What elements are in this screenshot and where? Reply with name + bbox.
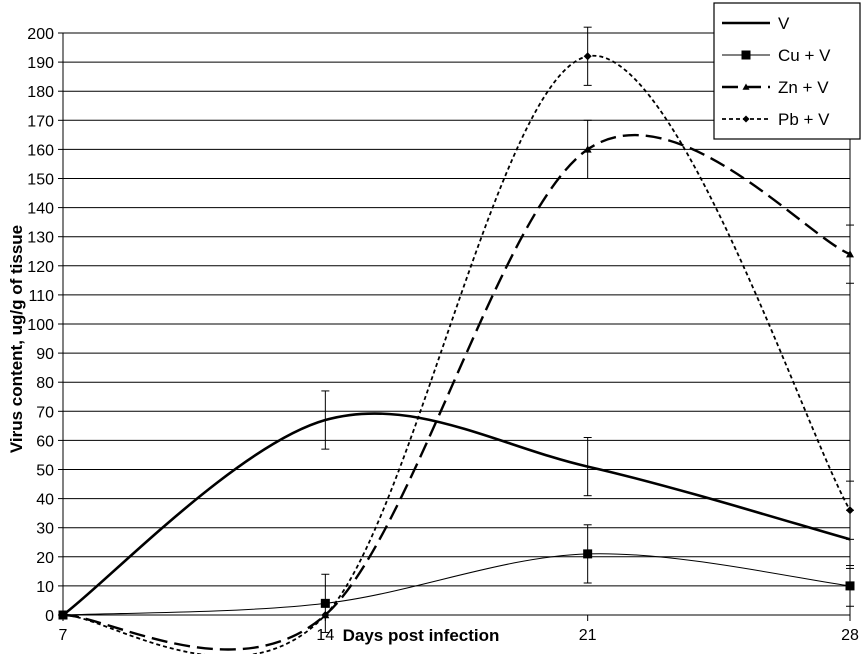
series-line-pb-v xyxy=(62,55,851,654)
y-tick-label: 170 xyxy=(27,113,54,130)
series-line-cu-v xyxy=(62,553,851,616)
data-point-zn-v xyxy=(846,250,854,258)
series-line-zn-v xyxy=(62,133,851,651)
data-point-zn-v xyxy=(583,145,592,153)
x-tick-label: 28 xyxy=(841,627,859,644)
y-tick-label: 10 xyxy=(36,579,54,596)
y-tick-label: 80 xyxy=(36,375,54,392)
y-tick-label: 20 xyxy=(36,550,54,567)
legend-marker xyxy=(742,83,750,90)
y-tick-label: 60 xyxy=(36,433,54,450)
x-tick-label: 21 xyxy=(579,627,597,644)
data-point-pb-v xyxy=(59,611,67,619)
x-tick-label: 7 xyxy=(59,627,68,644)
x-axis-tick-labels: 7 14 21 28 xyxy=(59,627,859,644)
y-tick-label: 90 xyxy=(36,346,54,363)
series-line-v xyxy=(62,412,851,617)
data-point-cu-v xyxy=(845,581,855,591)
y-tick-label: 40 xyxy=(36,492,54,509)
x-axis-title: Days post infection xyxy=(343,626,500,645)
legend-box xyxy=(713,2,861,140)
data-point-pb-v xyxy=(321,611,330,619)
data-point-pb-v xyxy=(583,52,592,61)
y-tick-label: 30 xyxy=(36,521,54,538)
legend-marker xyxy=(741,50,751,60)
y-tick-label: 150 xyxy=(27,172,54,189)
y-tick-label: 100 xyxy=(27,317,54,334)
y-tick-label: 140 xyxy=(27,201,54,218)
y-tick-label: 180 xyxy=(27,84,54,101)
y-tick-label: 110 xyxy=(28,288,54,305)
y-axis-tick-labels: 0 10 20 30 40 50 60 70 80 90 100 110 120 130 140 150 160… xyxy=(27,26,54,625)
y-tick-label: 120 xyxy=(27,259,54,276)
legend: V Cu + V Zn + V Pb + V xyxy=(713,2,861,140)
data-point-pb-v xyxy=(846,506,854,515)
y-tick-label: 130 xyxy=(27,230,54,247)
data-point-cu-v xyxy=(583,549,593,559)
series-lines xyxy=(62,55,851,654)
data-point-cu-v xyxy=(320,598,330,608)
y-tick-label: 50 xyxy=(36,463,54,480)
x-tick-label: 14 xyxy=(316,627,334,644)
legend-label: V xyxy=(778,14,790,33)
y-tick-label: 160 xyxy=(27,142,54,159)
y-axis-title: Virus content, ug/g of tissue xyxy=(7,225,26,453)
y-tick-label: 190 xyxy=(27,55,54,72)
data-markers xyxy=(58,52,855,620)
legend-label: Pb + V xyxy=(778,110,830,129)
legend-label: Zn + V xyxy=(778,78,829,97)
y-tick-label: 200 xyxy=(27,26,54,43)
legend-label: Cu + V xyxy=(778,46,831,65)
y-tick-label: 70 xyxy=(36,404,54,421)
legend-marker xyxy=(742,115,750,123)
y-tick-label: 0 xyxy=(45,608,54,625)
